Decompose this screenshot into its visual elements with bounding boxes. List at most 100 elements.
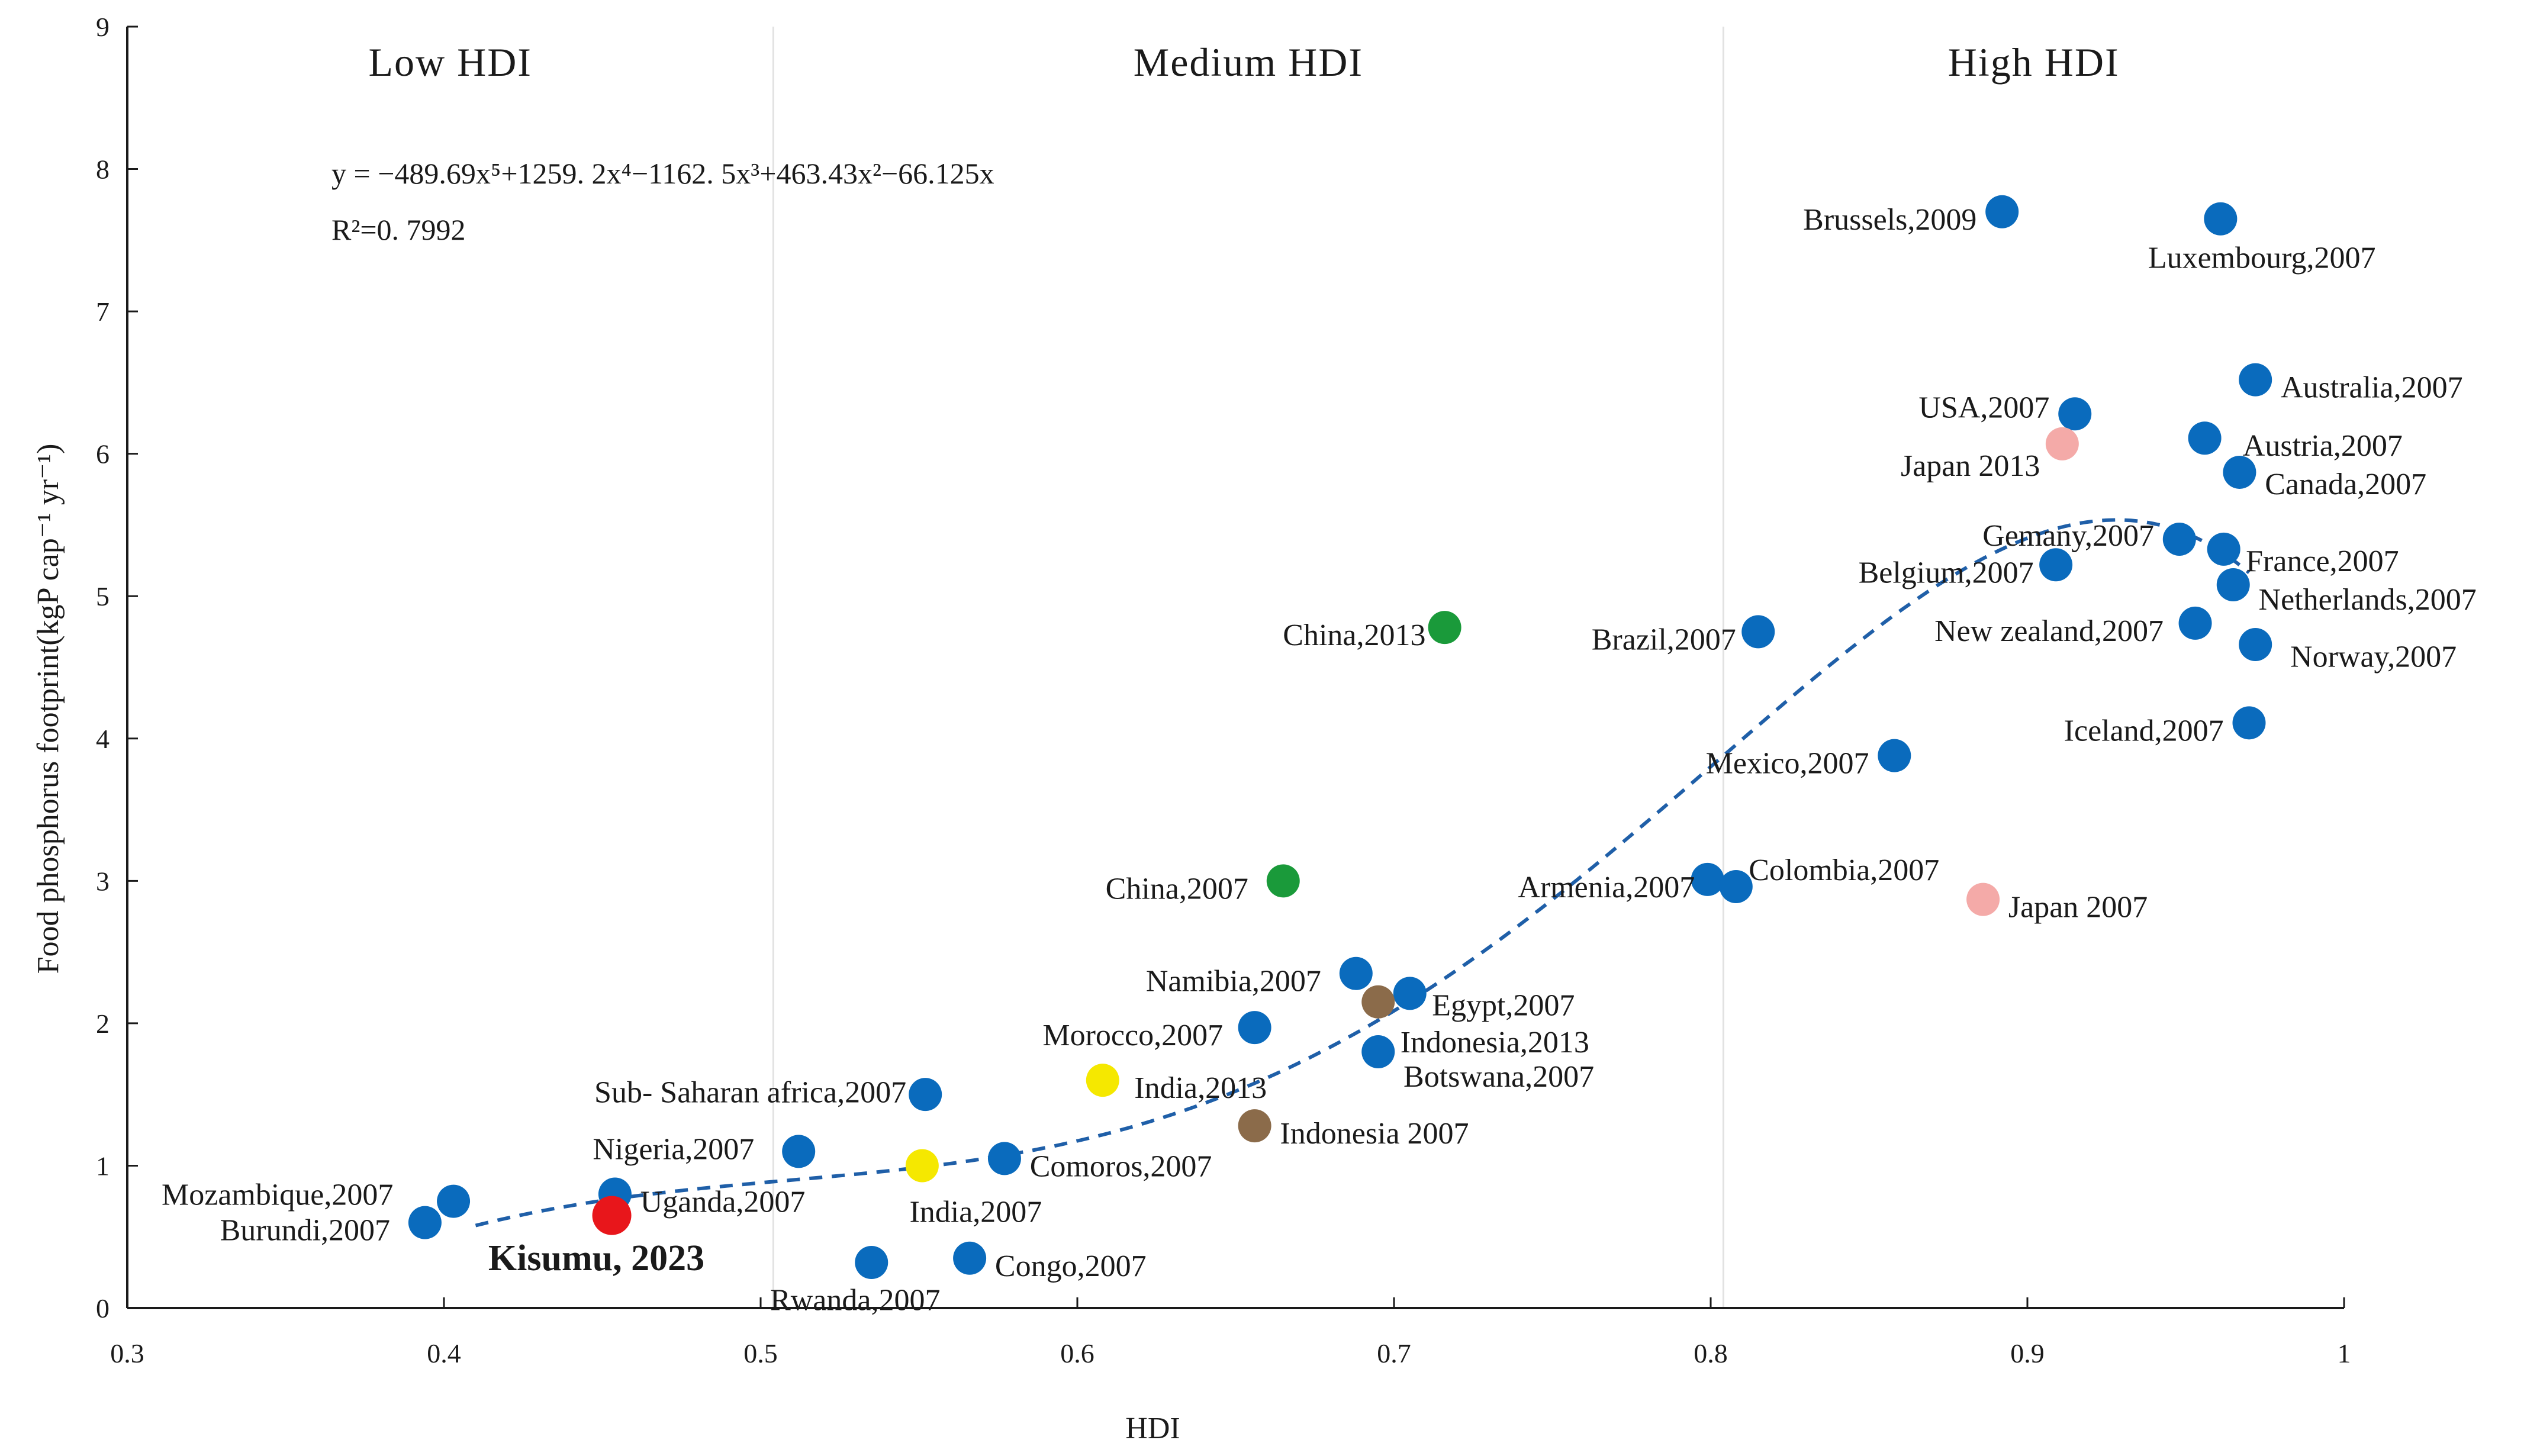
- data-point-nigeria-2007: [782, 1135, 816, 1168]
- data-point-france-2007: [2207, 532, 2240, 566]
- point-label-india-2007: India,2007: [909, 1195, 1042, 1229]
- point-label-netherlands-2007: Netherlands,2007: [2259, 583, 2477, 617]
- data-point-iceland-2007: [2232, 706, 2266, 740]
- point-label-japan-2013: Japan 2013: [1901, 449, 2040, 483]
- x-tick-label: 0.5: [743, 1338, 778, 1368]
- data-point-new-zealand-2007: [2178, 606, 2212, 640]
- data-point-brussels-2009: [1985, 195, 2019, 228]
- data-point-japan-2013: [2045, 427, 2079, 460]
- y-tick-label: 3: [96, 866, 110, 896]
- point-label-nigeria-2007: Nigeria,2007: [593, 1133, 754, 1167]
- point-label-brussels-2009: Brussels,2009: [1803, 203, 1976, 237]
- data-point-comoros-2007: [987, 1142, 1021, 1175]
- data-point-sub-saharan-africa-2007: [909, 1078, 942, 1112]
- region-label: High HDI: [1948, 40, 2120, 85]
- point-label-rwanda-2007: Rwanda,2007: [770, 1284, 940, 1318]
- point-label-namibia-2007: Namibia,2007: [1146, 965, 1321, 998]
- data-point-indonesia-2007: [1238, 1109, 1271, 1143]
- data-point-india-2013: [1086, 1064, 1119, 1097]
- data-point-congo-2007: [953, 1241, 987, 1275]
- point-label-morocco-2007: Morocco,2007: [1042, 1019, 1223, 1052]
- point-label-new-zealand-2007: New zealand,2007: [1934, 614, 2164, 648]
- point-label-botswana-2007: Botswana,2007: [1403, 1060, 1594, 1094]
- point-label-indonesia-2007: Indonesia 2007: [1280, 1117, 1469, 1151]
- data-point-mozambique-2007: [437, 1184, 471, 1218]
- y-tick-label: 1: [96, 1151, 110, 1181]
- point-label-usa-2007: USA,2007: [1918, 391, 2049, 424]
- data-point-netherlands-2007: [2216, 568, 2250, 601]
- x-tick-label: 0.7: [1377, 1338, 1411, 1368]
- point-label-china-2007: China,2007: [1106, 872, 1248, 906]
- x-tick-label: 0.9: [2010, 1338, 2045, 1368]
- x-tick-label: 0.4: [427, 1338, 461, 1368]
- axes: 0 1 2 3 4 5 6 7 8 9 0.3 0.4 0.5 0.6 0.7 0.8 0.9 1 HDI Food …: [31, 12, 2351, 1445]
- region-dividers: Low HDI Medium HDI High HDI: [368, 27, 2119, 1308]
- x-tick-label: 0.3: [110, 1338, 144, 1368]
- fit-curve-group: [475, 518, 2251, 1228]
- r-squared: R²=0. 7992: [331, 213, 466, 246]
- data-point-china-2013: [1428, 611, 1461, 645]
- point-label-australia-2007: Australia,2007: [2281, 371, 2463, 405]
- point-label-congo-2007: Congo,2007: [995, 1249, 1147, 1283]
- x-axis-title: HDI: [1125, 1412, 1180, 1445]
- point-label-indonesia-2013: Indonesia,2013: [1401, 1026, 1589, 1059]
- y-tick-label: 9: [96, 12, 110, 42]
- region-label: Medium HDI: [1134, 40, 1363, 85]
- data-point-belgium-2007: [2039, 548, 2073, 582]
- point-label-mozambique-2007: Mozambique,2007: [162, 1178, 393, 1212]
- data-point-burundi-2007: [408, 1206, 442, 1239]
- point-label-france-2007: France,2007: [2246, 545, 2399, 578]
- point-label-norway-2007: Norway,2007: [2290, 640, 2457, 674]
- point-label-iceland-2007: Iceland,2007: [2064, 714, 2224, 748]
- point-label-sub-saharan-africa-2007: Sub- Saharan africa,2007: [594, 1075, 906, 1109]
- point-label-egypt-2007: Egypt,2007: [1432, 989, 1575, 1023]
- data-point-namibia-2007: [1339, 956, 1373, 990]
- point-label-comoros-2007: Comoros,2007: [1030, 1149, 1212, 1183]
- point-label-brazil-2007: Brazil,2007: [1592, 623, 1736, 656]
- point-label-japan-2007: Japan 2007: [2008, 891, 2148, 925]
- point-label-uganda-2007: Uganda,2007: [640, 1186, 806, 1219]
- data-point-austria-2007: [2188, 421, 2222, 455]
- data-point-rwanda-2007: [855, 1246, 888, 1280]
- data-point-botswana-2007: [1361, 1035, 1395, 1068]
- point-label-belgium-2007: Belgium,2007: [1859, 556, 2034, 590]
- x-tick-label: 1: [2338, 1338, 2351, 1368]
- data-point-colombia-2007: [1719, 869, 1753, 903]
- y-axis-title: Food phosphorus footprint(kgP cap⁻¹ yr⁻¹…: [31, 444, 65, 974]
- y-tick-label: 5: [96, 581, 110, 611]
- data-point-kisumu-2023: [592, 1196, 632, 1235]
- x-tick-label: 0.6: [1060, 1338, 1094, 1368]
- data-point-indonesia-2013: [1361, 985, 1395, 1019]
- data-point-mexico-2007: [1878, 739, 1911, 772]
- data-point-luxembourg-2007: [2204, 202, 2238, 236]
- x-tick-label: 0.8: [1694, 1338, 1728, 1368]
- data-point-egypt-2007: [1393, 977, 1427, 1010]
- point-label-luxembourg-2007: Luxembourg,2007: [2148, 241, 2376, 275]
- y-tick-label: 2: [96, 1009, 110, 1039]
- data-points: [408, 195, 2272, 1280]
- point-label-kisumu-2023: Kisumu, 2023: [488, 1238, 704, 1278]
- y-tick-label: 4: [96, 724, 110, 754]
- annotations: y = −489.69x⁵+1259. 2x⁴−1162. 5x³+463.43…: [331, 157, 994, 246]
- fit-curve: [475, 518, 2251, 1228]
- data-point-india-2007: [905, 1149, 939, 1183]
- point-label-burundi-2007: Burundi,2007: [220, 1214, 390, 1248]
- region-label: Low HDI: [368, 40, 532, 85]
- data-point-japan-2007: [1966, 882, 2000, 916]
- point-label-canada-2007: Canada,2007: [2265, 468, 2426, 501]
- fit-equation: y = −489.69x⁵+1259. 2x⁴−1162. 5x³+463.43…: [331, 157, 994, 190]
- data-point-australia-2007: [2239, 363, 2272, 397]
- data-point-usa-2007: [2058, 397, 2092, 431]
- data-point-gemany-2007: [2162, 523, 2196, 556]
- point-label-china-2013: China,2013: [1283, 619, 1425, 652]
- y-tick-label: 0: [96, 1293, 110, 1323]
- y-tick-label: 6: [96, 439, 110, 469]
- data-point-armenia-2007: [1691, 862, 1724, 896]
- data-point-norway-2007: [2239, 628, 2272, 662]
- data-point-china-2007: [1266, 864, 1300, 898]
- y-tick-label: 7: [96, 297, 110, 327]
- point-label-india-2013: India,2013: [1134, 1071, 1267, 1105]
